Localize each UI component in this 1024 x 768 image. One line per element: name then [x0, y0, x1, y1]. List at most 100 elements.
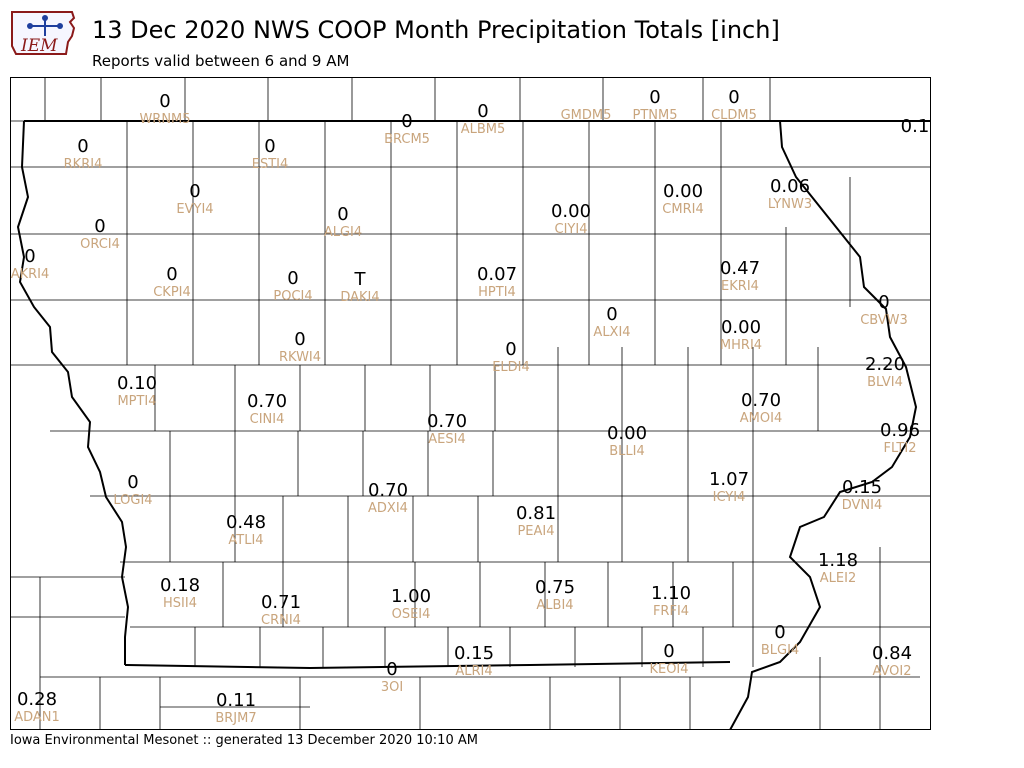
- station-id: BRCM5: [384, 132, 430, 147]
- station-value: 0.28: [17, 689, 57, 710]
- station-id: AKRI4: [11, 267, 50, 282]
- station-id: 3OI: [381, 680, 403, 695]
- footer-credit: Iowa Environmental Mesonet :: generated …: [10, 733, 478, 748]
- station-id: KEOI4: [649, 662, 688, 677]
- station-value: 0.11: [216, 690, 256, 711]
- station-id: CLDM5: [711, 108, 757, 123]
- station-value: 0.81: [516, 503, 556, 524]
- station-value: 0: [189, 181, 200, 202]
- station-id: RKRI4: [64, 157, 103, 172]
- station-value: 0: [606, 304, 617, 325]
- station-value: 0: [294, 329, 305, 350]
- station-id: ALBI4: [536, 598, 573, 613]
- station-value: 0: [728, 87, 739, 108]
- station-value: 0.70: [368, 480, 408, 501]
- state-boundaries: [16, 120, 931, 730]
- station-id: FLTI2: [884, 441, 917, 456]
- station-id: AVOI2: [872, 664, 911, 679]
- station-id: BRJM7: [215, 711, 256, 726]
- station-value: 0.47: [720, 258, 760, 279]
- station-id: ALBM5: [461, 122, 506, 137]
- station-id: ADXI4: [368, 501, 408, 516]
- station-id: CKPI4: [153, 285, 191, 300]
- station-id: ALEI2: [820, 571, 856, 586]
- station-id: HPTI4: [478, 285, 516, 300]
- station-id: PTNM5: [633, 108, 678, 123]
- county-boundaries: [10, 77, 931, 730]
- station-value: 0.96: [880, 420, 920, 441]
- station-id: CINI4: [250, 412, 285, 427]
- station-id: FRFI4: [653, 604, 689, 619]
- station-value: 0: [159, 91, 170, 112]
- station-id: RKWI4: [279, 350, 321, 365]
- station-value: 0.06: [770, 176, 810, 197]
- station-id: OSEI4: [392, 607, 431, 622]
- station-value: 0.00: [551, 201, 591, 222]
- station-value: 0: [77, 136, 88, 157]
- station-id: ALXI4: [593, 325, 630, 340]
- station-value: T: [354, 269, 367, 290]
- station-id: LYNW3: [768, 197, 812, 212]
- station-value: 0: [94, 216, 105, 237]
- station-value: 0: [127, 472, 138, 493]
- station-value: 0: [337, 204, 348, 225]
- station-id: GMDM5: [561, 108, 612, 123]
- station-value: 0: [878, 292, 889, 313]
- station-value: 0: [649, 87, 660, 108]
- station-value: 0: [774, 622, 785, 643]
- station-value: 0: [477, 101, 488, 122]
- station-id: AESI4: [428, 432, 465, 447]
- station-id: MPTI4: [117, 394, 156, 409]
- station-value: 0: [401, 111, 412, 132]
- station-value: 0: [287, 268, 298, 289]
- station-value: 0.00: [721, 317, 761, 338]
- station-value: 1.00: [391, 586, 431, 607]
- station-value: 0: [166, 264, 177, 285]
- station-id: EVYI4: [176, 202, 213, 217]
- station-id: CRNI4: [261, 613, 301, 628]
- station-id: ELDI4: [492, 360, 530, 375]
- mississippi-river: [729, 120, 918, 730]
- station-value: 0.10: [117, 373, 157, 394]
- station-id: ADAN1: [14, 710, 60, 725]
- station-value: 0.70: [247, 391, 287, 412]
- missouri-river: [16, 120, 130, 665]
- station-value: 0.48: [226, 512, 266, 533]
- logo-text: IEM: [20, 36, 58, 56]
- station-id: EKRI4: [721, 279, 759, 294]
- station-value: 2.20: [865, 354, 905, 375]
- station-id: CIYI4: [555, 222, 588, 237]
- station-id: ATLI4: [228, 533, 263, 548]
- station-value: 0.25: [319, 727, 359, 730]
- station-id: DAKI4: [340, 290, 379, 305]
- station-id: POCI4: [273, 289, 312, 304]
- iowa-south-border: [124, 661, 731, 670]
- station-value: 0.70: [741, 390, 781, 411]
- station-id: AMOI4: [740, 411, 782, 426]
- station-id: HSII4: [163, 596, 197, 611]
- station-value: 0.84: [872, 643, 912, 664]
- station-value: 0.18: [160, 575, 200, 596]
- station-id: ESTI4: [252, 157, 289, 172]
- station-id: BLVI4: [867, 375, 903, 390]
- station-value: 0.71: [261, 592, 301, 613]
- station-value: 0.15: [454, 643, 494, 664]
- map-frame: [10, 77, 931, 730]
- map-subtitle: Reports valid between 6 and 9 AM: [92, 52, 350, 70]
- station-value: 0.15: [842, 477, 882, 498]
- station-value: 0: [663, 641, 674, 662]
- station-id: MHRI4: [720, 338, 762, 353]
- station-id: ORCI4: [80, 237, 120, 252]
- station-value: 1.07: [709, 469, 749, 490]
- station-id: ICYI4: [713, 490, 746, 505]
- map-title: 13 Dec 2020 NWS COOP Month Precipitation…: [92, 16, 780, 44]
- station-value: 0.70: [427, 411, 467, 432]
- station-id: CBVW3: [860, 313, 908, 328]
- iem-logo: IEM: [8, 6, 80, 64]
- station-value: 1.18: [818, 550, 858, 571]
- station-id: WRNM5: [139, 112, 190, 127]
- station-value: 0: [24, 246, 35, 267]
- station-id: PEAI4: [517, 524, 554, 539]
